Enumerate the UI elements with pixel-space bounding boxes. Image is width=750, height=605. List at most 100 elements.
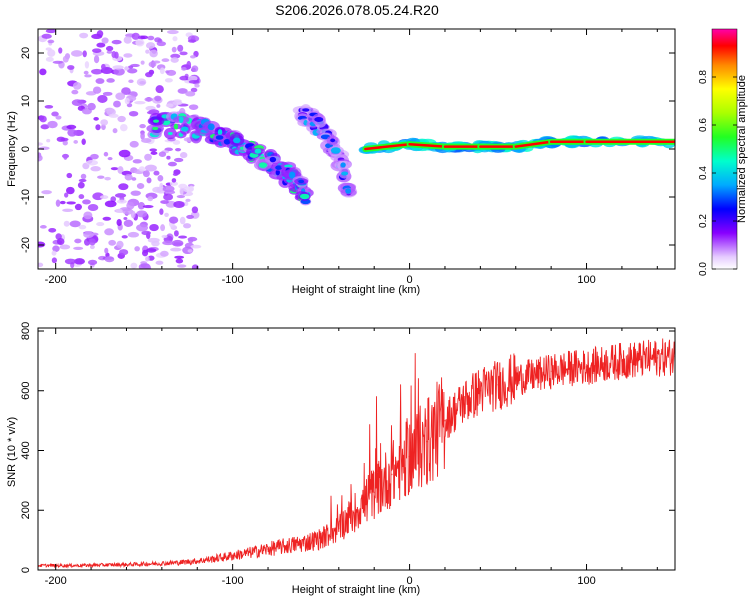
noise-blob	[144, 164, 157, 172]
noise-blob	[103, 151, 109, 157]
spectrogram-x-tick-label: 0	[407, 274, 413, 286]
noise-blob	[131, 32, 140, 40]
noise-blob	[164, 147, 173, 152]
noise-blob	[108, 113, 119, 118]
noise-blob	[121, 87, 131, 95]
colorbar-tick-label: 0.2	[698, 214, 709, 228]
noise-blob	[176, 264, 187, 268]
noise-blob	[187, 249, 193, 253]
noise-blob	[177, 44, 184, 52]
snr-frame	[37, 327, 676, 571]
noise-blob	[156, 41, 167, 47]
noise-blob	[66, 172, 73, 179]
noise-blob	[178, 235, 188, 239]
main-trace-core	[207, 123, 215, 131]
noise-blob	[191, 65, 199, 73]
carrier-line	[364, 142, 411, 151]
noise-blob	[186, 214, 195, 219]
main-trace-core	[215, 135, 224, 140]
noise-blob	[150, 151, 158, 155]
second-trace-core	[341, 171, 349, 176]
noise-blob	[115, 92, 126, 100]
noise-blob	[84, 61, 90, 69]
noise-blob	[59, 200, 66, 205]
noise-blob	[97, 175, 105, 179]
noise-blob	[145, 42, 156, 49]
noise-blob	[39, 68, 47, 76]
noise-blob	[55, 199, 61, 207]
noise-blob	[154, 95, 162, 102]
main-trace-core	[233, 137, 241, 144]
noise-blob	[159, 208, 164, 215]
noise-blob	[45, 47, 52, 51]
noise-blob	[71, 50, 83, 57]
noise-blob	[135, 38, 145, 47]
noise-blob	[145, 71, 153, 78]
noise-blob	[138, 166, 146, 172]
noise-blob	[160, 200, 169, 204]
noise-blob	[127, 231, 140, 238]
snr-data-point	[302, 542, 305, 544]
noise-blob	[102, 91, 113, 96]
noise-blob	[194, 83, 200, 88]
noise-blob	[179, 51, 188, 56]
snr-data-point	[161, 562, 163, 565]
noise-blob	[172, 172, 179, 176]
main-trace-core	[299, 193, 310, 200]
main-trace-core	[298, 179, 305, 184]
noise-blob	[137, 201, 145, 210]
spectrogram-y-label: Frequency (Hz)	[6, 111, 18, 187]
noise-blob	[128, 65, 134, 69]
noise-blob	[67, 128, 78, 137]
noise-blob	[92, 48, 102, 53]
snr-data-point	[373, 491, 375, 494]
noise-blob	[38, 241, 46, 248]
noise-blob	[144, 153, 152, 161]
noise-blob	[157, 174, 164, 182]
second-trace-core	[330, 138, 336, 143]
noise-blob	[139, 123, 146, 129]
noise-blob	[116, 199, 127, 204]
snr-panel: -200 -100 0 100 0 200 400 600 800 Height of stra…	[6, 322, 676, 596]
noise-blob	[166, 155, 171, 160]
snr-data-point	[196, 560, 199, 562]
noise-blob	[116, 219, 122, 227]
noise-blob	[142, 170, 150, 178]
spectrogram-x-tick-label: -100	[222, 274, 244, 286]
noise-blob	[172, 36, 178, 42]
spectrogram-y-tick-label: 0	[20, 146, 32, 152]
snr-data-point	[656, 357, 659, 359]
snr-y-tick-label: 200	[20, 501, 32, 519]
noise-blob	[51, 111, 59, 117]
noise-blob	[74, 203, 82, 211]
carrier-line	[514, 140, 553, 148]
snr-data-point	[338, 527, 340, 529]
colorbar-tick-label: 0.0	[698, 262, 709, 276]
noise-blob	[79, 32, 89, 39]
noise-blob	[115, 208, 123, 213]
noise-blob	[140, 132, 145, 140]
noise-blob	[177, 88, 188, 94]
main-trace-core	[167, 131, 173, 136]
colorbar-tick-label: 0.4	[698, 166, 709, 180]
main-trace-core	[275, 165, 283, 170]
noise-blob	[131, 177, 137, 181]
noise-blob	[179, 216, 186, 225]
snr-y-tick-label: 600	[20, 382, 32, 400]
noise-blob	[39, 115, 47, 123]
noise-blob	[65, 186, 75, 195]
second-trace-core	[330, 147, 341, 154]
noise-blob	[187, 75, 198, 82]
noise-blob	[160, 224, 166, 232]
noise-blob	[187, 237, 194, 244]
noise-blob	[58, 47, 63, 54]
noise-blob	[183, 223, 192, 229]
snr-y-tick-label: 800	[20, 322, 32, 340]
noise-blob	[90, 153, 99, 160]
snr-data-point	[638, 358, 641, 361]
noise-blob	[185, 91, 196, 97]
noise-blob	[86, 159, 98, 166]
noise-blob	[129, 140, 139, 148]
noise-blob	[93, 116, 99, 121]
